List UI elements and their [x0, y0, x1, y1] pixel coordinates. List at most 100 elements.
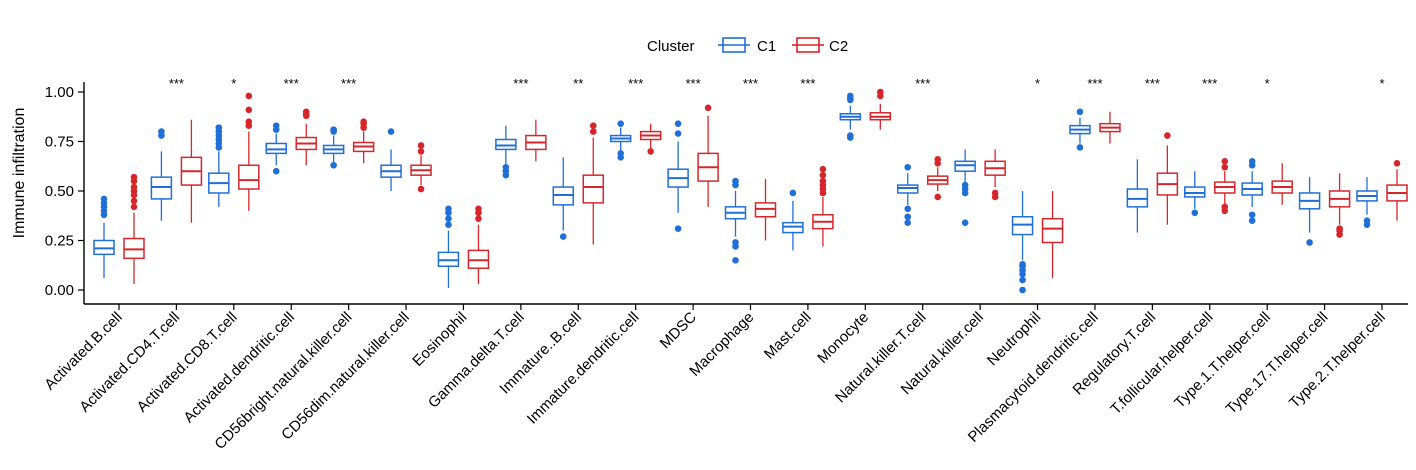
box-c2: [639, 123, 662, 155]
outlier-c2: [417, 148, 425, 155]
outlier-c1: [1248, 217, 1256, 224]
outlier-c2: [245, 92, 253, 100]
significance-label: ***: [743, 76, 758, 91]
x-tick-label: Activated.CD8.T.cell: [134, 309, 241, 416]
significance-label: ***: [513, 76, 528, 91]
significance-label: ***: [628, 76, 643, 91]
significance-label: ***: [341, 76, 356, 91]
box-c1: [1069, 108, 1091, 151]
outlier-c1: [330, 126, 337, 133]
box-c2: [754, 179, 777, 241]
outlier-c2: [877, 88, 884, 96]
outlier-c1: [559, 233, 567, 240]
box-c1: [667, 120, 689, 232]
outlier-c1: [330, 161, 337, 169]
outlier-c1: [732, 239, 739, 246]
x-tick-label: Neutrophil: [984, 309, 1044, 369]
category-group: *** Mast.cell: [761, 76, 834, 363]
category-group: **Immature..B.cell: [496, 76, 605, 397]
outlier-c1: [502, 163, 510, 171]
box-c2: [926, 156, 949, 201]
y-tick-label: 0.75: [45, 134, 74, 151]
significance-label: ***: [915, 76, 930, 91]
box-c1: [839, 92, 862, 141]
outlier-c2: [819, 165, 827, 173]
box-c1: [782, 189, 804, 251]
box-c2: [238, 92, 260, 211]
outlier-c2: [991, 189, 999, 197]
box-c1: [322, 126, 345, 169]
outlier-c2: [417, 142, 425, 149]
box-c2: [1099, 111, 1121, 144]
box-c2: [582, 122, 605, 245]
significance-label: ***: [1202, 76, 1217, 91]
outlier-c1: [1076, 144, 1084, 151]
box-c2: [1214, 158, 1236, 215]
outlier-c1: [1363, 217, 1371, 224]
box-c2: [1156, 132, 1179, 225]
box-c2: [1271, 163, 1293, 205]
significance-label: ***: [685, 76, 700, 91]
outlier-c1: [1076, 108, 1084, 116]
y-axis-title: Immune infiltration: [11, 108, 28, 239]
outlier-c2: [589, 122, 597, 129]
outlier-c1: [445, 205, 452, 213]
category-group: Type.17.T.helper.cell: [1223, 173, 1351, 418]
outlier-c2: [1336, 225, 1343, 232]
outlier-c1: [445, 215, 452, 223]
significance-label: **: [573, 76, 583, 91]
box-c2: [180, 119, 203, 223]
outlier-c1: [272, 167, 280, 175]
outlier-c1: [674, 130, 682, 137]
y-tick-label: 0.25: [45, 233, 74, 250]
legend-label-c1: C1: [757, 38, 776, 55]
outlier-c2: [417, 185, 425, 193]
box-c1: [552, 157, 575, 240]
outlier-c1: [617, 150, 624, 157]
outlier-c1: [617, 120, 624, 127]
box-c1: [495, 125, 517, 179]
outlier-c2: [704, 104, 712, 112]
legend-key-c2: C2: [792, 37, 848, 55]
plot-area: 0.000.250.500.751.00Activated.B.cell***A…: [41, 76, 1408, 453]
box-c1: [1356, 177, 1378, 228]
outlier-c2: [819, 177, 827, 185]
outlier-c1: [1191, 209, 1199, 217]
outlier-c2: [130, 197, 138, 205]
outlier-c1: [387, 128, 395, 135]
box-c2: [410, 142, 432, 193]
significance-label: ***: [284, 76, 299, 91]
x-tick-label: Gamma.delta.T.cell: [425, 309, 528, 412]
y-tick-label: 0.00: [45, 282, 74, 299]
x-tick-label: Activated.CD4.T.cell: [76, 309, 183, 416]
category-group: ***Plasmacytoid.dendritic.cell: [965, 76, 1121, 446]
box-c1: [150, 128, 173, 221]
y-tick-label: 0.50: [45, 183, 74, 200]
outlier-c2: [475, 215, 482, 223]
box-c2: [1041, 191, 1064, 279]
outlier-c2: [1221, 158, 1229, 165]
category-group: ***Regulatory.T.cell: [1070, 76, 1179, 398]
box-c2: [1386, 159, 1408, 221]
box-c2: [525, 119, 547, 162]
x-tick-label: Activated.dendritic.cell: [180, 309, 298, 427]
category-group: Eosinophil: [409, 205, 490, 370]
outlier-c1: [904, 219, 912, 226]
outlier-c2: [1164, 132, 1171, 139]
box-body-c2: [582, 174, 605, 204]
outlier-c2: [130, 203, 138, 211]
outlier-c2: [245, 106, 253, 114]
outlier-c1: [732, 257, 739, 264]
outlier-c1: [904, 163, 912, 171]
box-c1: [93, 195, 115, 279]
outlier-c2: [1221, 203, 1229, 211]
category-group: CD56dim.natural.killer.cell: [278, 128, 432, 443]
category-group: * Neutrophil: [984, 76, 1064, 369]
outlier-c1: [789, 189, 797, 197]
box-c2: [812, 165, 834, 247]
x-tick-label: MDSC: [657, 309, 700, 352]
outlier-c2: [302, 108, 310, 116]
x-tick-label: Monocyte: [814, 309, 872, 367]
outlier-c1: [674, 120, 682, 127]
